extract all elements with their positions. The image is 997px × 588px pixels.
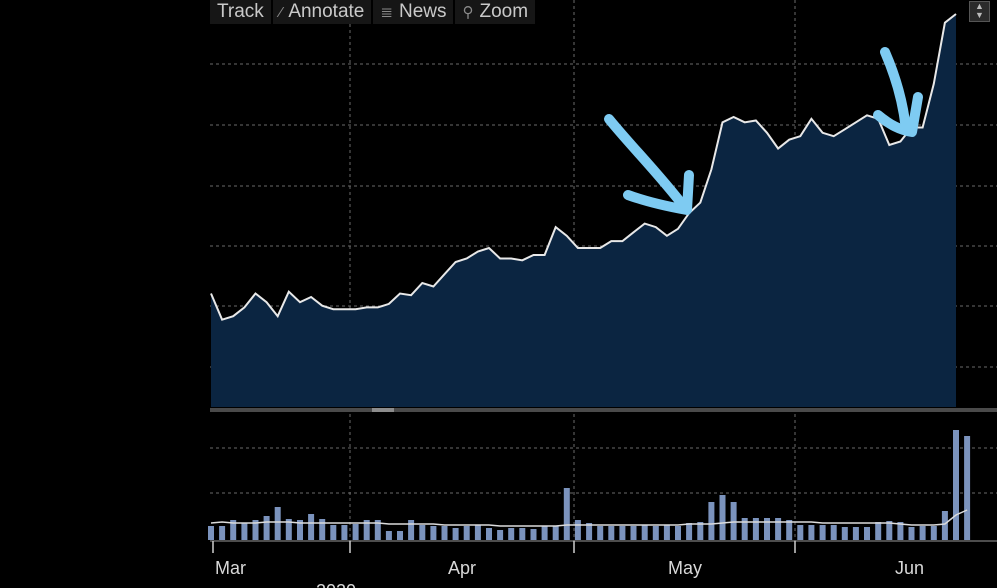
volume-bar [330, 525, 337, 540]
annotation-arrow-june [873, 47, 923, 137]
volume-bar [797, 525, 804, 540]
volume-bar [819, 525, 826, 540]
news-icon: ≣ [380, 4, 393, 21]
hand-drawn-annotations [604, 47, 923, 215]
volume-bar [930, 526, 937, 540]
volume-bar [352, 524, 359, 540]
volume-bar [308, 514, 315, 540]
x-tick-label: Jun [895, 558, 924, 578]
volume-bar [430, 526, 437, 540]
volume-bars [208, 430, 971, 540]
volume-bar [419, 525, 426, 540]
price-line [210, 13, 957, 321]
volume-bar [408, 520, 415, 540]
volume-bar [864, 527, 870, 540]
volume-bar [764, 518, 770, 540]
volume-bar [663, 525, 670, 540]
price-area-fill [211, 14, 956, 407]
volume-bar [675, 526, 681, 540]
toolbar-news-button[interactable]: ≣ News [373, 0, 454, 24]
volume-bar [886, 521, 893, 540]
volume-bar [319, 519, 326, 540]
volume-bar [741, 518, 748, 540]
volume-bar [474, 525, 481, 540]
volume-bar [486, 528, 492, 540]
panel-divider-handle[interactable] [372, 408, 394, 412]
volume-bar [852, 527, 859, 540]
volume-bar [786, 520, 793, 540]
volume-bar [808, 525, 815, 540]
volume-bar [519, 528, 526, 540]
volume-bar [841, 527, 848, 540]
volume-bar [252, 520, 259, 540]
volume-bar [274, 507, 281, 540]
volume-bar [686, 523, 693, 540]
x-axis-ticks: Mar Apr May Jun [212, 541, 924, 578]
volume-bar [219, 526, 226, 540]
volume-bar [775, 518, 782, 540]
x-tick-label: Apr [448, 558, 476, 578]
volume-bar [230, 520, 237, 540]
x-tick-label: May [668, 558, 702, 578]
volume-bar [397, 531, 403, 540]
volume-bar [641, 525, 648, 540]
volume-bar [875, 522, 882, 540]
toolbar-item-label: Annotate [288, 1, 365, 22]
toolbar-item-label: News [398, 1, 447, 22]
volume-bar [374, 520, 381, 540]
volume-bar [497, 530, 504, 540]
volume-bar [953, 430, 959, 540]
volume-bar [508, 528, 515, 540]
annotation-arrow-may [604, 114, 694, 215]
volume-bar [263, 516, 270, 540]
volume-bar [463, 526, 470, 540]
year-label: 2020 [316, 581, 356, 588]
toolbar-track-button[interactable]: Track [210, 0, 271, 24]
volume-bar [697, 522, 704, 540]
volume-bar [630, 526, 637, 540]
panel-divider[interactable] [210, 408, 997, 412]
volume-bar [719, 495, 726, 540]
toolbar-item-label: Track [217, 1, 264, 22]
volume-bar [341, 525, 348, 540]
volume-bar [285, 519, 292, 540]
volume-bar [652, 526, 659, 540]
volume-bar [619, 526, 626, 540]
volume-bar [363, 520, 370, 540]
volume-bar [752, 518, 759, 540]
volume-bar [552, 526, 559, 540]
volume-bar [574, 520, 581, 540]
volume-bar [730, 502, 737, 540]
volume-bar [241, 523, 248, 540]
volume-bar [897, 522, 904, 540]
volume-bar [597, 526, 604, 540]
toolbar-zoom-button[interactable]: ⚲ Zoom [455, 0, 536, 24]
volume-bar [919, 526, 926, 540]
volume-bar [708, 502, 715, 540]
toolbar-annotate-button[interactable]: ⁄ Annotate [272, 0, 372, 24]
volume-bar [941, 511, 948, 540]
volume-bar [385, 531, 392, 540]
chart-toolbar: Track ⁄ Annotate ≣ News ⚲ Zoom [210, 0, 537, 26]
volume-bar [586, 523, 593, 540]
volume-bar [452, 528, 459, 540]
pencil-icon: ⁄ [279, 3, 283, 21]
volume-average-line [210, 509, 968, 527]
volume-bar [208, 526, 214, 540]
volume-bar [297, 520, 303, 540]
volume-bar [964, 436, 971, 540]
volume-bar [608, 526, 615, 540]
toolbar-item-label: Zoom [479, 1, 529, 22]
volume-bar [541, 526, 548, 540]
volume-bar [441, 526, 448, 540]
volume-bar [530, 529, 537, 540]
scroll-arrows-icon[interactable]: ▲ ▼ [969, 1, 990, 22]
x-tick-label: Mar [215, 558, 246, 578]
magnifier-icon: ⚲ [462, 4, 474, 21]
volume-bar [908, 527, 915, 540]
volume-bar [563, 488, 570, 540]
volume-bar [830, 525, 837, 540]
